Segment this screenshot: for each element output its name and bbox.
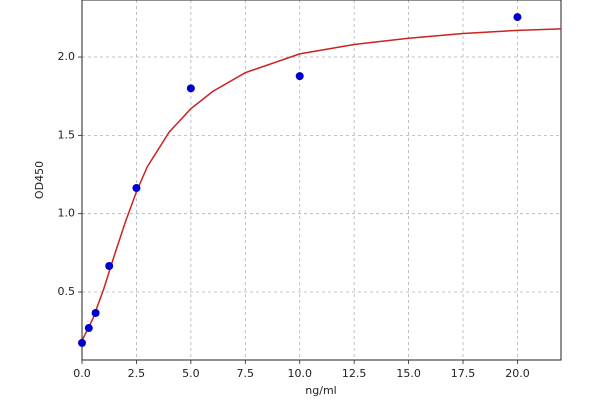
x-tick-label: 10.0 <box>287 367 312 380</box>
y-tick-label: 2.0 <box>58 50 76 63</box>
x-axis-label: ng/ml <box>305 384 336 397</box>
x-tick-label: 7.5 <box>237 367 255 380</box>
y-axis-label: OD450 <box>33 161 46 199</box>
data-point <box>105 262 114 271</box>
data-point <box>84 324 93 333</box>
data-point <box>513 13 522 22</box>
x-tick-label: 12.5 <box>342 367 367 380</box>
data-point <box>132 183 141 192</box>
x-tick-label: 0.0 <box>73 367 91 380</box>
x-tick-label: 20.0 <box>505 367 530 380</box>
data-point <box>186 84 195 93</box>
plot-frame <box>81 0 562 361</box>
data-point <box>295 72 304 81</box>
data-point <box>78 338 86 347</box>
data-point <box>91 309 100 318</box>
x-tick-label: 15.0 <box>396 367 421 380</box>
x-tick-label: 2.5 <box>128 367 146 380</box>
y-tick-label: 1.0 <box>58 207 76 220</box>
y-tick-label: 0.5 <box>58 285 76 298</box>
x-tick-label: 5.0 <box>182 367 200 380</box>
y-tick-label: 1.5 <box>58 128 76 141</box>
x-tick-label: 17.5 <box>451 367 476 380</box>
fit-curve <box>81 28 562 341</box>
